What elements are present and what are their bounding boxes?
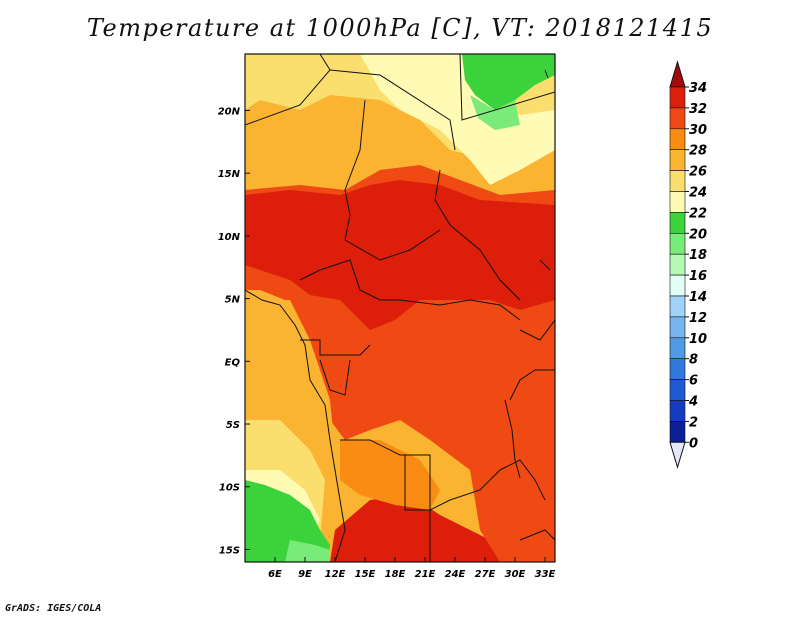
colorbar-box [669,253,686,276]
colorbar-label: 6 [689,374,698,389]
colorbar-box [669,233,686,255]
colorbar-label: 32 [689,102,707,117]
colorbar-label: 12 [689,311,707,326]
colorbar-box [669,316,686,339]
colorbar-box [669,212,686,234]
colorbar-label: 34 [689,81,707,96]
colorbar-box [669,337,686,359]
x-tick-label: 30E [505,569,526,580]
x-tick-label: 12E [325,569,346,580]
x-tick-label: 24E [445,569,466,580]
field-north-lightgreen [470,95,520,130]
x-tick-label: 21E [415,569,436,580]
colorbar-label: 26 [689,165,707,180]
colorbar-box [669,128,686,151]
y-tick-label: 5N [225,295,241,306]
colorbar-label: 22 [689,206,707,221]
colorbar-label: 10 [689,332,707,347]
colorbar-label: 30 [689,123,707,138]
y-tick-label: EQ [225,357,241,368]
field-32-south [330,495,500,562]
colorbar-label: 0 [689,436,698,451]
colorbar-box [669,295,686,318]
x-tick-label: 9E [298,569,312,580]
y-tick-label: 5S [226,420,240,431]
field-sw-lightgreen [285,540,330,562]
x-tick-label: 33E [535,569,556,580]
field-east-30 [470,470,555,562]
field-north-22 [360,54,555,185]
colorbar-label: 16 [689,269,707,284]
field-sw-green [245,480,330,562]
y-tick-label: 20N [218,106,241,117]
colorbar-box [669,400,686,422]
field-32 [245,180,555,330]
x-tick-label: 18E [385,569,406,580]
field-south-28 [340,440,440,510]
colorbar-label: 14 [689,290,707,305]
colorbar-box [669,274,686,297]
x-tick-label: 15E [355,569,376,580]
x-tick-label: 27E [475,569,496,580]
country-borders [245,54,555,562]
map-title: Temperature at 1000hPa [C], VT: 20181214… [86,14,714,42]
colorbar-label: 24 [689,186,707,201]
y-axis: 20N 15N 10N 5N EQ 5S 10S 15S [218,106,250,556]
colorbar-box [669,86,686,109]
y-tick-label: 15N [218,169,241,180]
colorbar-arrow-top [669,60,686,88]
colorbar-label: 28 [689,144,707,159]
credit-text: GrADS: IGES/COLA [5,603,102,614]
colorbar-box [669,358,686,380]
colorbar-label: 18 [689,248,707,263]
colorbar-box [669,149,686,171]
colorbar-box [669,191,686,213]
field-north-yellow-left [245,54,330,100]
map-frame [244,53,556,563]
colorbar-box [669,170,686,192]
coastlines [245,69,551,562]
x-tick-label: 6E [268,569,282,580]
colorbar-box [669,421,686,443]
colorbar-label: 20 [689,227,707,242]
x-axis: 6E 9E 12E 15E 18E 21E 24E 27E 30E 33E [268,557,556,580]
colorbar-label: 8 [689,353,698,368]
y-tick-label: 10N [218,232,241,243]
colorbar-box [669,107,686,130]
colorbar-label: 2 [689,415,698,430]
colorbar-box [669,379,686,401]
y-tick-label: 15S [219,545,240,556]
field-north-green [462,54,555,110]
y-tick-label: 10S [219,483,240,494]
colorbar-arrow-bottom [669,441,686,470]
colorbar-label: 4 [688,395,698,410]
